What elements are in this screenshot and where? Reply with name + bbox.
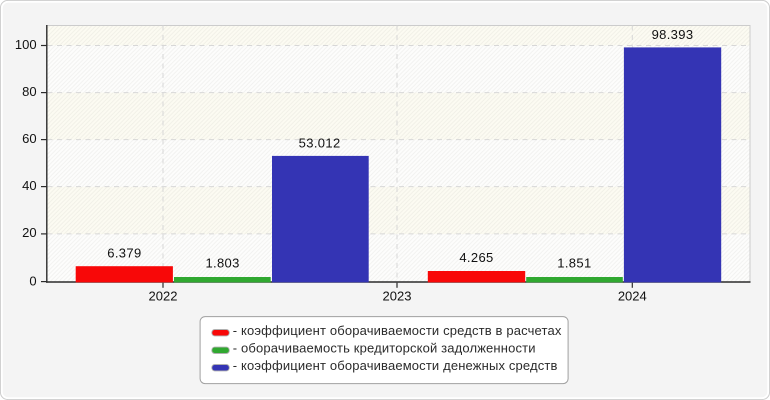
svg-text:2024: 2024 [618, 288, 647, 303]
svg-text:100: 100 [15, 37, 37, 52]
svg-text:1.851: 1.851 [557, 255, 591, 270]
svg-text:- оборачиваемость кредиторской: - оборачиваемость кредиторской задолженн… [233, 340, 536, 355]
svg-text:40: 40 [22, 178, 36, 193]
svg-text:- коэффициент оборачиваемости: - коэффициент оборачиваемости денежных с… [233, 358, 558, 373]
svg-text:6.379: 6.379 [107, 245, 141, 260]
svg-text:60: 60 [22, 131, 36, 146]
svg-text:0: 0 [29, 273, 36, 288]
svg-text:80: 80 [22, 84, 36, 99]
svg-text:1.803: 1.803 [205, 255, 239, 270]
svg-text:20: 20 [22, 225, 36, 240]
svg-text:98.393: 98.393 [652, 27, 694, 42]
svg-text:- коэффициент оборачиваемости: - коэффициент оборачиваемости средств в … [233, 323, 562, 338]
svg-text:2023: 2023 [383, 288, 412, 303]
svg-text:4.265: 4.265 [459, 250, 493, 265]
svg-text:53.012: 53.012 [299, 135, 341, 150]
svg-text:2022: 2022 [149, 288, 178, 303]
